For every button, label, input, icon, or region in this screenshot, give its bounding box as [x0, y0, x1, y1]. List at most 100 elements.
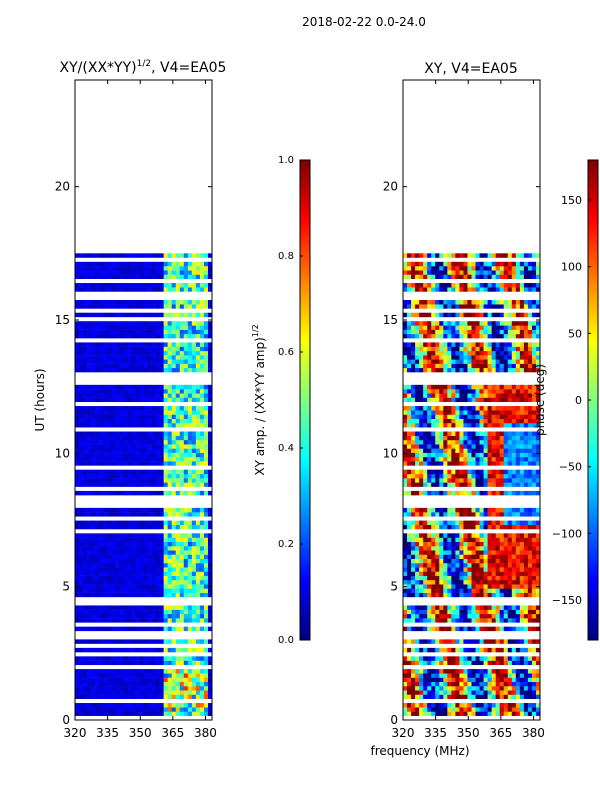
heatmap-cell	[131, 613, 136, 619]
heatmap-cell	[159, 673, 164, 678]
heatmap-cell	[203, 669, 209, 674]
heatmap-cell	[503, 482, 509, 487]
heatmap-cell	[143, 478, 148, 483]
heatmap-cell	[107, 321, 112, 326]
heatmap-cell	[143, 669, 148, 674]
heatmap-cell	[443, 448, 448, 453]
heatmap-cell	[455, 363, 460, 369]
heatmap-cell	[175, 533, 181, 538]
heatmap-cell	[487, 524, 492, 530]
heatmap-cell	[451, 575, 456, 581]
heatmap-cell	[519, 537, 525, 543]
heatmap-cell	[131, 626, 136, 632]
heatmap-cell	[431, 677, 436, 683]
heatmap-cell	[103, 406, 108, 411]
heatmap-cell	[135, 333, 140, 339]
heatmap-cell	[447, 690, 452, 695]
heatmap-cell	[483, 389, 488, 394]
heatmap-cell	[155, 440, 160, 445]
heatmap-cell	[443, 482, 448, 487]
heatmap-cell	[527, 537, 533, 543]
heatmap-cell	[115, 270, 120, 275]
heatmap-cell	[455, 393, 460, 398]
heatmap-cell	[151, 690, 156, 695]
heatmap-cell	[411, 563, 416, 568]
heatmap-cell	[191, 711, 197, 716]
heatmap-cell	[419, 461, 424, 466]
heatmap-cell	[195, 342, 201, 347]
heatmap-cell	[171, 389, 177, 394]
heatmap-cell	[135, 580, 140, 585]
heatmap-cell	[451, 355, 456, 360]
heatmap-cell	[195, 333, 201, 339]
heatmap-cell	[487, 584, 492, 589]
heatmap-cell	[119, 512, 124, 517]
heatmap-cell	[111, 410, 116, 415]
heatmap-cell	[455, 448, 460, 453]
heatmap-cell	[503, 397, 509, 403]
heatmap-cell	[111, 461, 116, 466]
heatmap-cell	[171, 423, 177, 428]
colorbar-tick-label-0.4: 0.4	[278, 443, 294, 454]
heatmap-cell	[407, 626, 412, 632]
heatmap-cell	[99, 444, 104, 449]
heatmap-cell	[475, 537, 480, 543]
heatmap-cell	[451, 461, 456, 466]
heatmap-cell	[435, 452, 440, 458]
heatmap-cell	[151, 512, 156, 517]
heatmap-cell	[439, 677, 444, 683]
heatmap-cell	[495, 575, 501, 581]
heatmap-cell	[463, 609, 468, 615]
heatmap-cell	[187, 554, 193, 559]
heatmap-cell	[79, 478, 84, 483]
heatmap-cell	[91, 456, 96, 462]
heatmap-cell	[111, 261, 116, 267]
heatmap-cell	[151, 681, 156, 687]
heatmap-cell	[179, 660, 185, 666]
heatmap-cell	[455, 359, 460, 364]
heatmap-cell	[451, 478, 456, 483]
heatmap-cell	[95, 694, 100, 699]
heatmap-cell	[459, 444, 464, 449]
heatmap-cell	[75, 304, 80, 309]
heatmap-cell	[443, 554, 448, 559]
heatmap-cell	[495, 681, 501, 687]
heatmap-cell	[167, 677, 173, 683]
heatmap-cell	[183, 431, 189, 436]
heatmap-cell	[171, 478, 177, 483]
heatmap-cell	[455, 711, 460, 716]
heatmap-cell	[87, 448, 92, 453]
heatmap-cell	[467, 541, 472, 547]
heatmap-cell	[147, 605, 152, 610]
heatmap-cell	[103, 592, 108, 598]
heatmap-cell	[527, 478, 533, 483]
heatmap-cell	[115, 406, 120, 411]
heatmap-cell	[95, 389, 100, 394]
heatmap-cell	[403, 546, 408, 551]
heatmap-cell	[503, 567, 509, 572]
heatmap-cell	[183, 461, 189, 466]
heatmap-cell	[95, 533, 100, 538]
heatmap-cell	[411, 558, 416, 564]
heatmap-cell	[119, 537, 124, 543]
heatmap-cell	[163, 333, 168, 339]
heatmap-cell	[435, 461, 440, 466]
heatmap-cell	[111, 355, 116, 360]
heatmap-cell	[459, 567, 464, 572]
heatmap-cell	[423, 563, 428, 568]
heatmap-cell	[159, 609, 164, 615]
heatmap-cell	[471, 575, 476, 581]
heatmap-cell	[163, 656, 168, 661]
heatmap-cell	[143, 677, 148, 683]
heatmap-cell	[143, 274, 148, 279]
heatmap-cell	[499, 686, 505, 691]
heatmap-cell	[419, 618, 424, 623]
heatmap-cell	[87, 482, 92, 487]
heatmap-cell	[207, 580, 213, 585]
heatmap-cell	[199, 367, 205, 373]
heatmap-cell	[195, 414, 201, 419]
heatmap-cell	[435, 660, 440, 666]
heatmap-cell	[155, 350, 160, 356]
heatmap-cell	[459, 605, 464, 610]
heatmap-cell	[179, 431, 185, 436]
